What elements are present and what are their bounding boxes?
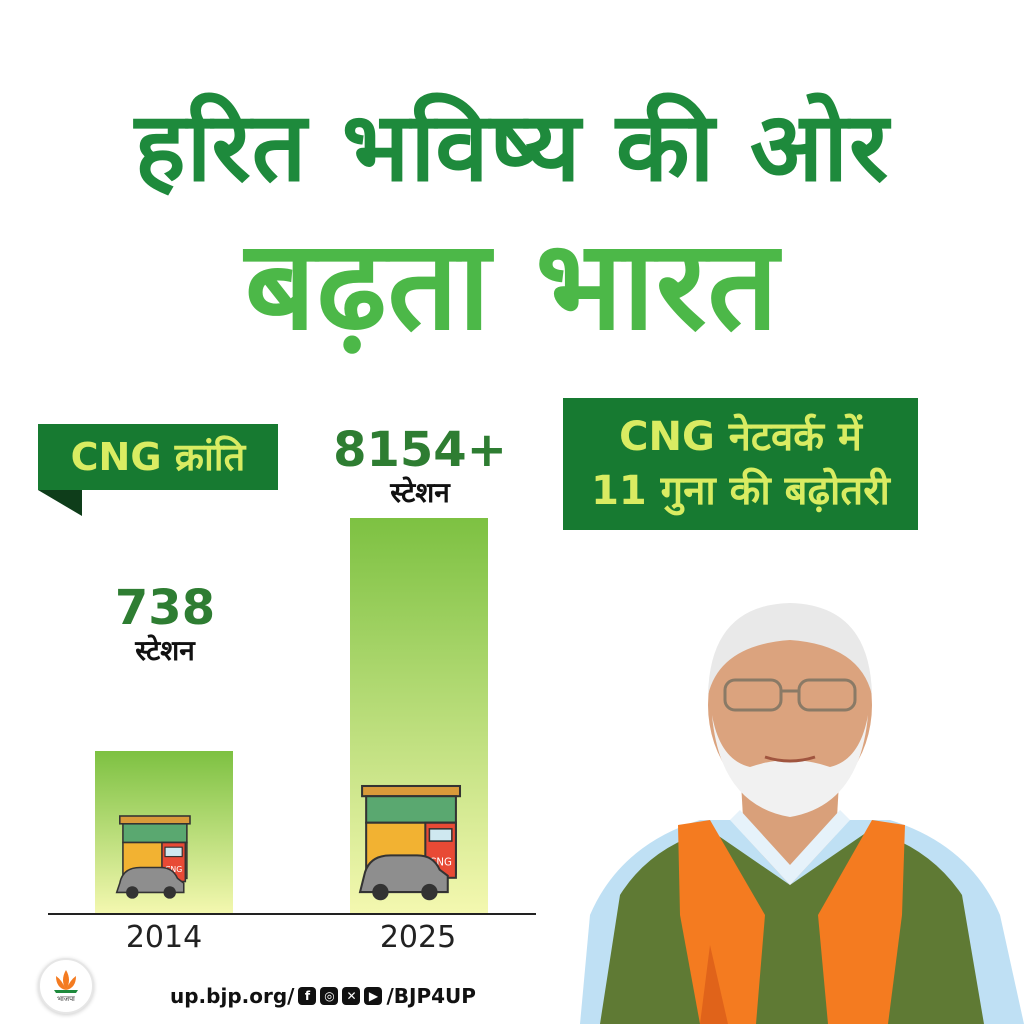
cng-station-icon-2025: CNG xyxy=(358,784,462,901)
headline-line-1: हरित भविष्य की ओर xyxy=(134,91,890,203)
network-growth-line-1: CNG नेटवर्क में xyxy=(619,414,862,460)
bar-unit-2025: स्टेशन xyxy=(390,476,450,509)
headline-line-2: बढ़ता भारत xyxy=(244,214,780,358)
network-growth-ribbon: CNG नेटवर्क में 11 गुना की बढ़ोतरी xyxy=(563,398,918,530)
footer-handle[interactable]: /BJP4UP xyxy=(386,984,476,1008)
social-footer: up.bjp.org/ f ◎ ✕ ▶ /BJP4UP xyxy=(170,984,476,1008)
person-portrait xyxy=(580,603,1024,1024)
bjp-logo: भाजपा xyxy=(38,958,94,1014)
bar-label-2025: 8154+ स्टेशन xyxy=(330,424,510,510)
facebook-icon[interactable]: f xyxy=(298,987,317,1005)
network-growth-line-2: 11 गुना की बढ़ोतरी xyxy=(591,468,890,514)
cng-station-icon-2014: CNG xyxy=(115,815,191,899)
ribbon-fold xyxy=(38,490,82,516)
cng-kranti-ribbon: CNG क्रांति xyxy=(38,424,278,490)
bar-value-2014: 738 xyxy=(114,580,216,636)
footer-url[interactable]: up.bjp.org/ xyxy=(170,984,295,1008)
youtube-icon[interactable]: ▶ xyxy=(364,987,383,1005)
x-tick-2014: 2014 xyxy=(125,920,203,955)
bar-value-2025: 8154+ xyxy=(333,422,507,478)
bar-unit-2014: स्टेशन xyxy=(135,634,195,667)
instagram-icon[interactable]: ◎ xyxy=(320,987,339,1005)
x-tick-2025: 2025 xyxy=(379,920,457,955)
cng-text-2025: CNG xyxy=(429,858,452,869)
cng-text-2014: CNG xyxy=(165,865,182,874)
bar-label-2014: 738 स्टेशन xyxy=(90,582,240,668)
x-icon[interactable]: ✕ xyxy=(342,987,361,1005)
logo-text: भाजपा xyxy=(57,995,75,1003)
